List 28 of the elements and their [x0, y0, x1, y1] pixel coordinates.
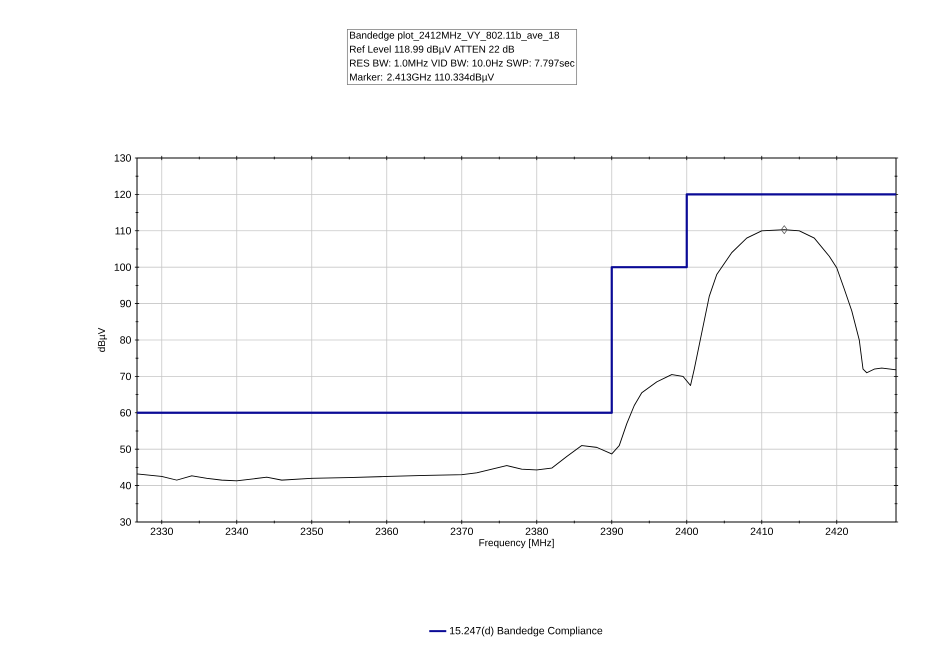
y-tick-label: 30 — [120, 518, 131, 526]
y-tick-label: 70 — [120, 372, 131, 380]
x-tick-label: 2420 — [826, 528, 848, 536]
text: RES BW: 1.0MHz VID BW: 10.0Hz SWP: 7.797sec — [350, 60, 574, 67]
x-tick-label: 2380 — [526, 528, 548, 536]
y-tick-label: 60 — [120, 409, 131, 416]
x-tick-label: 2400 — [676, 528, 698, 536]
y-tick-label: 100 — [114, 263, 131, 271]
text: Bandedge plot_2412MHz_VY_802.11b_ave_18 — [350, 31, 560, 41]
x-tick-label: 2390 — [600, 528, 623, 536]
x-tick-label: 2340 — [226, 528, 248, 536]
y-tick-label: 50 — [120, 445, 131, 453]
x-tick-label: 2360 — [376, 528, 398, 536]
x-tick-label: 2350 — [300, 528, 323, 536]
x-tick-label: 2370 — [450, 528, 473, 536]
y-tick-label: 80 — [120, 336, 131, 344]
text: Ref Level 118.99 dBµV ATTEN 22 dB — [350, 45, 514, 55]
y-tick-label: 90 — [120, 300, 131, 308]
x-tick-label: 2410 — [750, 528, 773, 536]
x-axis-title: Frequency [MHz] — [479, 538, 554, 548]
legend-label: 15.247(d) Bandedge Compliance — [450, 626, 602, 636]
x-tick-label: 2330 — [150, 528, 173, 536]
text: Marker: 2.413GHz 110.334dBµV — [350, 73, 494, 83]
y-axis-title: dBµV — [98, 328, 108, 352]
y-tick-label: 40 — [120, 482, 131, 490]
y-tick-label: 110 — [115, 227, 131, 234]
y-tick-label: 130 — [114, 154, 131, 162]
y-tick-label: 120 — [114, 190, 131, 198]
